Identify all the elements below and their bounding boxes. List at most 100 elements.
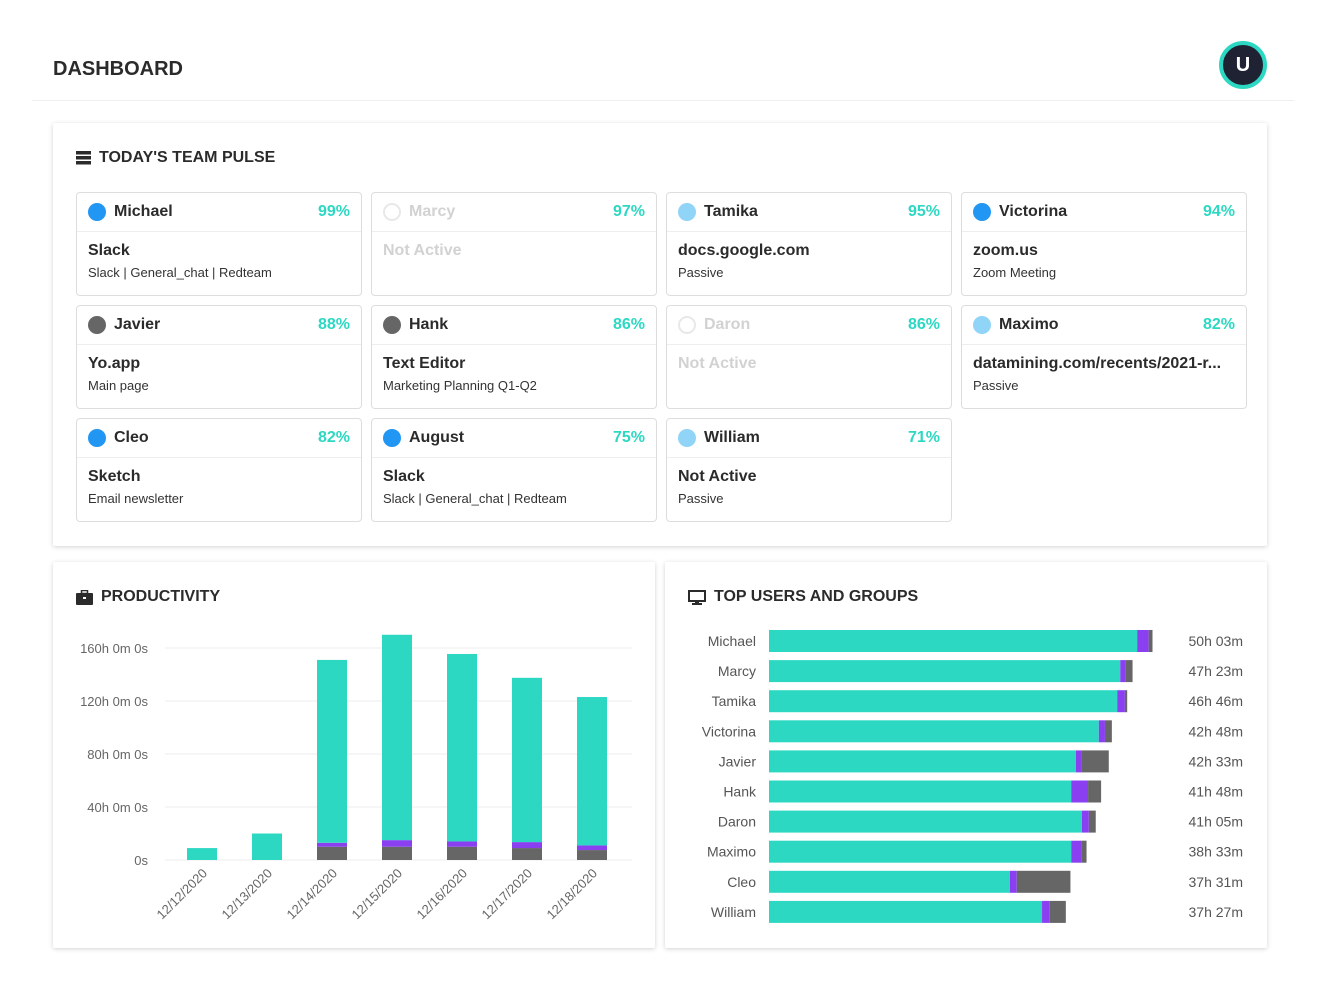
bar-segment	[1075, 750, 1082, 773]
card-header: Tamika 95%	[667, 193, 951, 232]
app-detail	[372, 260, 656, 265]
current-app: datamining.com/recents/2021-r...	[973, 355, 1222, 372]
time-label: 47h 23m	[1189, 663, 1243, 679]
productivity-percent: 97%	[612, 203, 645, 220]
pulse-card-william[interactable]: William 71% Not Active Passive	[666, 418, 952, 522]
bar-segment	[1104, 720, 1112, 743]
briefcase-icon	[76, 589, 93, 605]
bar-segment	[317, 846, 347, 860]
current-app: Not Active	[383, 242, 462, 259]
pulse-card-cleo[interactable]: Cleo 82% Sketch Email newsletter	[76, 418, 362, 522]
pulse-card-daron[interactable]: Daron 86% Not Active	[666, 305, 952, 409]
status-dot-icon	[678, 316, 696, 334]
status-dot-icon	[383, 429, 401, 447]
bar-segment	[512, 677, 542, 843]
user-name: William	[704, 429, 760, 446]
user-label: William	[711, 904, 756, 920]
app-detail: Marketing Planning Q1-Q2	[383, 378, 537, 393]
user-label: Maximo	[707, 844, 756, 860]
y-tick-label: 120h 0m 0s	[80, 694, 148, 709]
y-tick-label: 80h 0m 0s	[87, 747, 148, 762]
bar-segment	[769, 720, 1099, 743]
current-app: Text Editor	[383, 355, 466, 372]
productivity-percent: 82%	[1202, 316, 1235, 333]
status-dot-icon	[88, 203, 106, 221]
y-tick-label: 40h 0m 0s	[87, 800, 148, 815]
pulse-card-michael[interactable]: Michael 99% Slack Slack | General_chat |…	[76, 192, 362, 296]
bar-segment	[769, 810, 1082, 833]
x-tick-label: 12/15/2020	[348, 866, 405, 923]
bar-segment	[769, 870, 1010, 893]
user-name: Daron	[704, 316, 751, 333]
bar-segment	[1098, 720, 1105, 743]
bar-segment	[577, 850, 607, 860]
bar-segment	[1125, 660, 1133, 683]
current-app: Yo.app	[88, 355, 141, 372]
bar-segment	[1088, 810, 1096, 833]
time-label: 41h 05m	[1189, 814, 1243, 830]
team-pulse-grid: Michael 99% Slack Slack | General_chat |…	[76, 192, 1247, 522]
status-dot-icon	[678, 203, 696, 221]
status-dot-icon	[678, 429, 696, 447]
bar-segment	[1117, 690, 1125, 713]
bar-segment	[512, 842, 542, 849]
x-tick-label: 12/12/2020	[153, 866, 210, 923]
productivity-percent: 99%	[317, 203, 350, 220]
bar-segment	[769, 900, 1043, 923]
user-label: Cleo	[727, 874, 756, 890]
pulse-card-marcy[interactable]: Marcy 97% Not Active	[371, 192, 657, 296]
pulse-card-hank[interactable]: Hank 86% Text Editor Marketing Planning …	[371, 305, 657, 409]
bar-segment	[1042, 900, 1050, 923]
bar-segment	[1081, 810, 1089, 833]
bar-segment	[1049, 900, 1066, 923]
current-app: docs.google.com	[678, 242, 810, 259]
current-app: Sketch	[88, 468, 141, 485]
app-detail: Email newsletter	[88, 491, 184, 506]
card-header: Maximo 82%	[962, 306, 1246, 345]
bar-segment	[1124, 690, 1128, 713]
pulse-card-tamika[interactable]: Tamika 95% docs.google.com Passive	[666, 192, 952, 296]
bar-segment	[1081, 840, 1087, 863]
user-label: Victorina	[702, 723, 756, 739]
productivity-chart: 0s 40h 0m 0s 80h 0m 0s 120h 0m 0s 160h 0m 0s…	[80, 634, 632, 923]
productivity-panel: PRODUCTIVITY 0s 40h 0m 0s 80h 0m 0s 120h 0m…	[53, 562, 655, 948]
bar-segment	[447, 846, 477, 860]
team-pulse-panel: TODAY'S TEAM PULSE Michael 99% Slack Sla…	[53, 123, 1267, 546]
top-users-title: TOP USERS AND GROUPS	[714, 588, 919, 605]
pulse-card-victorina[interactable]: Victorina 94% zoom.us Zoom Meeting	[961, 192, 1247, 296]
app-detail: Slack | General_chat | Redteam	[383, 491, 567, 506]
avatar[interactable]: U	[1219, 41, 1267, 89]
x-tick-label: 12/17/2020	[478, 866, 535, 923]
app-detail: Zoom Meeting	[973, 265, 1057, 280]
current-app: zoom.us	[973, 242, 1038, 259]
time-label: 38h 33m	[1189, 844, 1243, 860]
productivity-percent: 88%	[317, 316, 350, 333]
bar-segment	[382, 634, 412, 841]
status-dot-icon	[973, 203, 991, 221]
status-dot-icon	[973, 316, 991, 334]
user-label: Hank	[723, 784, 757, 800]
card-header: Daron 86%	[667, 306, 951, 345]
bar-segment	[317, 659, 347, 843]
current-app: Slack	[383, 468, 425, 485]
x-tick-label: 12/14/2020	[283, 866, 340, 923]
card-header: Victorina 94%	[962, 193, 1246, 232]
productivity-percent: 82%	[317, 429, 350, 446]
bar-segment	[769, 660, 1121, 683]
bar-segment	[1081, 750, 1109, 773]
list-icon	[76, 151, 91, 165]
bar-segment	[1137, 630, 1149, 652]
app-detail: Main page	[88, 378, 149, 393]
user-name: Javier	[114, 316, 161, 333]
header: DASHBOARD U	[32, 0, 1294, 101]
bar-segment	[769, 780, 1072, 803]
pulse-card-javier[interactable]: Javier 88% Yo.app Main page	[76, 305, 362, 409]
status-dot-icon	[88, 429, 106, 447]
user-label: Tamika	[712, 693, 757, 709]
user-name: Marcy	[409, 203, 456, 220]
x-tick-label: 12/13/2020	[218, 866, 275, 923]
app-detail: Passive	[678, 491, 724, 506]
pulse-card-august[interactable]: August 75% Slack Slack | General_chat | …	[371, 418, 657, 522]
pulse-card-maximo[interactable]: Maximo 82% datamining.com/recents/2021-r…	[961, 305, 1247, 409]
bar-segment	[1148, 630, 1153, 652]
